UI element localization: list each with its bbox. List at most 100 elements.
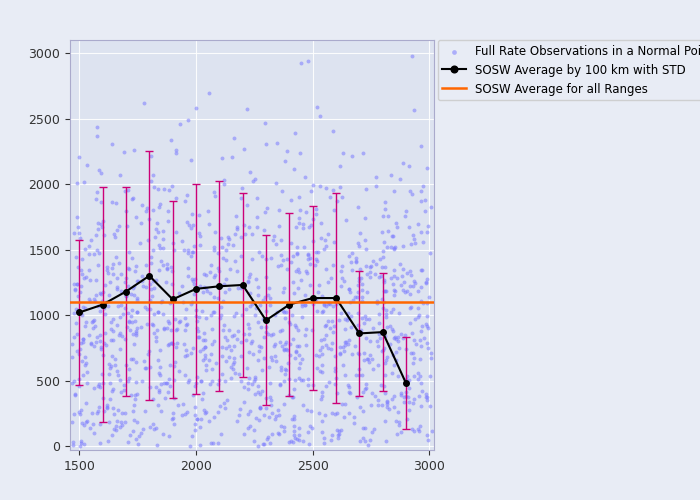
Full Rate Observations in a Normal Point [125,355,136,363]
Full Rate Observations in a Normal Point [76,406,87,414]
Full Rate Observations in a Normal Point [410,240,421,248]
Full Rate Observations in a Normal Point [183,272,194,280]
Full Rate Observations in a Normal Point [196,396,207,404]
Full Rate Observations in a Normal Point [144,215,155,223]
Full Rate Observations in a Normal Point [362,441,373,449]
Full Rate Observations in a Normal Point [416,402,427,410]
Full Rate Observations in a Normal Point [395,260,406,268]
Full Rate Observations in a Normal Point [125,326,136,334]
Full Rate Observations in a Normal Point [235,338,246,346]
Full Rate Observations in a Normal Point [134,432,145,440]
Full Rate Observations in a Normal Point [129,416,140,424]
Full Rate Observations in a Normal Point [186,156,197,164]
Full Rate Observations in a Normal Point [354,229,365,237]
Full Rate Observations in a Normal Point [128,282,139,290]
Full Rate Observations in a Normal Point [359,236,370,244]
Full Rate Observations in a Normal Point [423,222,434,230]
Full Rate Observations in a Normal Point [301,269,312,277]
Full Rate Observations in a Normal Point [260,208,271,216]
Full Rate Observations in a Normal Point [124,317,135,325]
Full Rate Observations in a Normal Point [228,134,239,142]
Full Rate Observations in a Normal Point [354,350,365,358]
Full Rate Observations in a Normal Point [113,406,124,413]
Full Rate Observations in a Normal Point [244,330,255,338]
Full Rate Observations in a Normal Point [102,437,113,445]
Full Rate Observations in a Normal Point [108,410,119,418]
Full Rate Observations in a Normal Point [421,396,433,404]
Full Rate Observations in a Normal Point [337,362,349,370]
Full Rate Observations in a Normal Point [278,428,289,436]
Full Rate Observations in a Normal Point [265,331,276,339]
Full Rate Observations in a Normal Point [280,314,291,322]
Full Rate Observations in a Normal Point [353,370,364,378]
Full Rate Observations in a Normal Point [229,256,240,264]
Full Rate Observations in a Normal Point [106,326,117,334]
Full Rate Observations in a Normal Point [419,334,430,342]
Full Rate Observations in a Normal Point [252,223,263,231]
Full Rate Observations in a Normal Point [342,340,354,347]
Full Rate Observations in a Normal Point [152,219,163,227]
Full Rate Observations in a Normal Point [223,240,234,248]
Full Rate Observations in a Normal Point [274,380,286,388]
Full Rate Observations in a Normal Point [90,322,101,330]
Full Rate Observations in a Normal Point [309,261,321,269]
Full Rate Observations in a Normal Point [102,266,113,274]
Full Rate Observations in a Normal Point [150,233,161,241]
Full Rate Observations in a Normal Point [276,262,287,270]
Full Rate Observations in a Normal Point [95,168,106,176]
Full Rate Observations in a Normal Point [354,274,365,282]
Full Rate Observations in a Normal Point [408,336,419,344]
Full Rate Observations in a Normal Point [202,288,213,296]
Full Rate Observations in a Normal Point [106,198,118,206]
Full Rate Observations in a Normal Point [203,417,214,425]
Full Rate Observations in a Normal Point [130,378,141,386]
Full Rate Observations in a Normal Point [318,300,330,308]
Full Rate Observations in a Normal Point [280,308,291,316]
Full Rate Observations in a Normal Point [193,327,204,335]
Full Rate Observations in a Normal Point [281,256,293,264]
Full Rate Observations in a Normal Point [196,415,207,423]
Full Rate Observations in a Normal Point [392,332,403,340]
Full Rate Observations in a Normal Point [328,186,339,194]
Full Rate Observations in a Normal Point [90,291,101,299]
Full Rate Observations in a Normal Point [93,403,104,411]
Full Rate Observations in a Normal Point [406,426,417,434]
Full Rate Observations in a Normal Point [415,354,426,362]
Full Rate Observations in a Normal Point [256,387,267,395]
Full Rate Observations in a Normal Point [132,308,143,316]
Full Rate Observations in a Normal Point [223,234,235,242]
Full Rate Observations in a Normal Point [390,417,401,425]
Full Rate Observations in a Normal Point [310,248,321,256]
Full Rate Observations in a Normal Point [122,438,134,446]
Full Rate Observations in a Normal Point [158,235,169,243]
Full Rate Observations in a Normal Point [356,280,368,288]
Full Rate Observations in a Normal Point [216,352,228,360]
Full Rate Observations in a Normal Point [262,434,273,442]
Full Rate Observations in a Normal Point [164,299,176,307]
Full Rate Observations in a Normal Point [275,363,286,371]
Full Rate Observations in a Normal Point [195,440,206,448]
Full Rate Observations in a Normal Point [218,326,229,334]
Full Rate Observations in a Normal Point [258,226,270,234]
Full Rate Observations in a Normal Point [293,266,304,274]
Full Rate Observations in a Normal Point [260,404,272,411]
Full Rate Observations in a Normal Point [365,400,377,408]
Full Rate Observations in a Normal Point [335,268,346,276]
Full Rate Observations in a Normal Point [258,410,270,418]
Full Rate Observations in a Normal Point [191,373,202,381]
Full Rate Observations in a Normal Point [99,304,110,312]
Full Rate Observations in a Normal Point [75,266,86,274]
Full Rate Observations in a Normal Point [164,340,175,348]
Full Rate Observations in a Normal Point [327,126,338,134]
Full Rate Observations in a Normal Point [130,435,141,443]
Full Rate Observations in a Normal Point [353,239,364,247]
Full Rate Observations in a Normal Point [407,400,419,407]
Full Rate Observations in a Normal Point [114,171,125,179]
Full Rate Observations in a Normal Point [155,200,166,208]
Full Rate Observations in a Normal Point [389,244,400,252]
Full Rate Observations in a Normal Point [256,322,267,330]
Full Rate Observations in a Normal Point [319,302,330,310]
Full Rate Observations in a Normal Point [213,280,224,288]
Full Rate Observations in a Normal Point [90,338,101,346]
Full Rate Observations in a Normal Point [293,374,304,382]
